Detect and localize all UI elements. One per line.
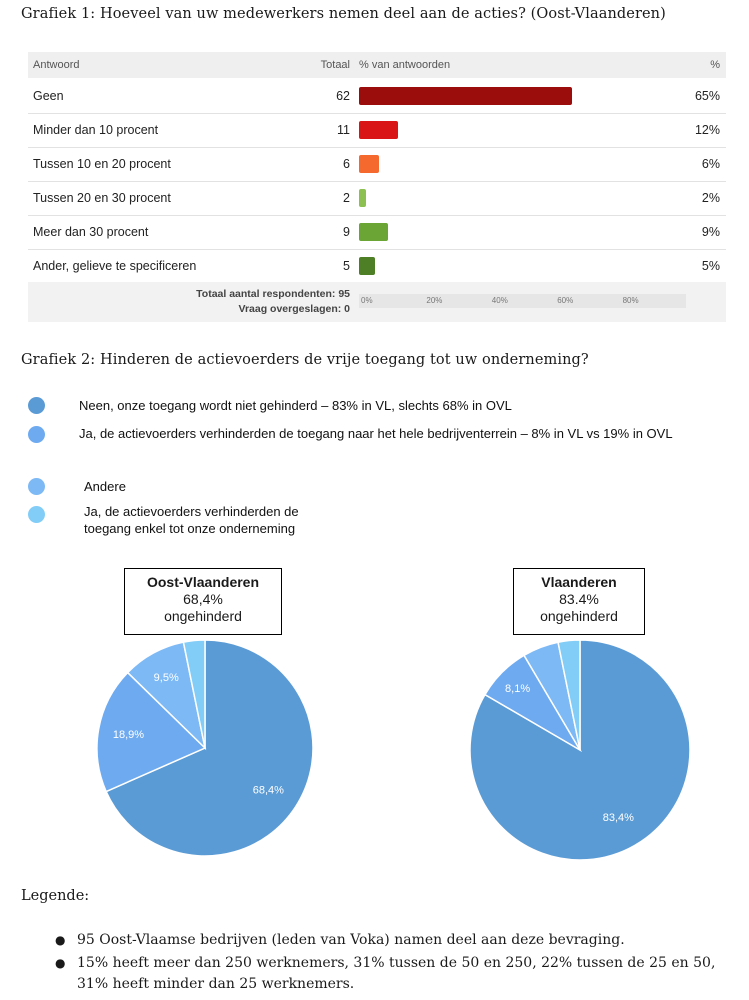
legende-title: Legende: (21, 888, 90, 904)
answer-percent: 5% (701, 259, 720, 273)
legend-label: Andere (84, 479, 126, 494)
vl-summary-title: Vlaanderen (541, 574, 617, 590)
answer-total: 9 (343, 225, 350, 239)
note-item: ● 95 Oost-Vlaamse bedrijven (leden van V… (55, 930, 727, 951)
answer-label: Meer dan 30 procent (33, 225, 149, 239)
table-row: Geen 62 65% (28, 80, 726, 114)
col-totaal: Totaal (320, 59, 350, 71)
table-row: Ander, gelieve te specificeren 5 5% (28, 250, 726, 284)
ovl-pie-slice (105, 639, 314, 857)
col-antwoord: Antwoord (33, 59, 80, 71)
answer-label: Geen (33, 89, 64, 103)
legend-label: Ja, de actievoerders verhinderden de toe… (79, 426, 673, 441)
bullet: ● (55, 933, 66, 947)
answer-bar (359, 189, 366, 207)
table-row: Meer dan 30 procent 9 9% (28, 216, 726, 250)
answer-percent: 65% (694, 89, 720, 103)
ovl-summary-text: ongehinderd (164, 608, 242, 624)
vl-slice-label: 8,1% (505, 683, 530, 695)
answer-label: Ander, gelieve te specificeren (33, 259, 197, 273)
answer-bar (359, 87, 572, 105)
answer-label: Minder dan 10 procent (33, 123, 159, 137)
vl-summary-value: 83.4% (559, 591, 599, 607)
col-percent-bar: % van antwoorden (359, 59, 451, 71)
answer-total: 2 (343, 191, 350, 205)
chart2-title: Grafiek 2: Hinderen de actievoerders de … (21, 352, 589, 368)
vl-slice-label: 83,4% (603, 812, 634, 824)
legend-label: Neen, onze toegang wordt niet gehinderd … (79, 398, 512, 413)
survey-table: Antwoord Totaal % van antwoorden % Geen 6… (28, 52, 726, 322)
legend-label: Ja, de actievoerders verhinderden de toe… (84, 504, 299, 536)
legend-dot (28, 426, 45, 443)
ovl-pie-slice (182, 639, 206, 749)
ovl-summary-box: Oost-Vlaanderen 68,4% ongehinderd (124, 568, 282, 635)
answer-bar (359, 223, 389, 241)
legend-dot (28, 506, 45, 523)
x-tick-label: 20% (426, 296, 443, 305)
answer-total: 5 (343, 259, 350, 273)
table-row: Tussen 10 en 20 procent 6 6% (28, 148, 726, 182)
answer-percent: 9% (701, 225, 720, 239)
total-respondents: Totaal aantal respondenten: 95 (196, 288, 350, 300)
ovl-slice-label: 9,5% (154, 672, 179, 684)
ovl-summary-title: Oost-Vlaanderen (146, 574, 260, 590)
vl-pie-slice (469, 639, 691, 861)
note-text: 15% heeft meer dan 250 werknemers, 31% t… (77, 955, 716, 992)
col-percent: % (710, 59, 720, 71)
ovl-pie-slice (96, 671, 207, 793)
answer-percent: 6% (701, 157, 720, 171)
legend-dot (28, 478, 45, 495)
vl-pie-slice (483, 654, 583, 753)
answer-label: Tussen 10 en 20 procent (33, 157, 171, 171)
skipped-count: Vraag overgeslagen: 0 (238, 303, 350, 315)
vl-pie-slice (522, 641, 581, 751)
answer-bar (359, 155, 379, 173)
x-axis: 0% 20% 40% 60% 80% (359, 294, 686, 308)
bullet: ● (55, 956, 66, 970)
answer-bar (359, 121, 399, 139)
answer-bar (359, 257, 376, 275)
ovl-slice-label: 68,4% (253, 784, 284, 796)
vl-summary-box: Vlaanderen 83.4% ongehinderd (513, 568, 645, 635)
x-tick-label: 80% (622, 296, 639, 305)
x-tick-label: 0% (361, 296, 373, 305)
answer-percent: 12% (694, 123, 720, 137)
ovl-pie-slice (126, 641, 207, 751)
x-tick-label: 60% (557, 296, 574, 305)
vl-summary-text: ongehinderd (540, 608, 618, 624)
answer-total: 11 (337, 123, 350, 137)
table-header: Antwoord Totaal % van antwoorden % (28, 52, 726, 78)
ovl-summary-value: 68,4% (183, 591, 223, 607)
answer-label: Tussen 20 en 30 procent (33, 191, 171, 205)
answer-total: 62 (336, 89, 350, 103)
answer-percent: 2% (701, 191, 720, 205)
answer-total: 6 (343, 157, 350, 171)
legend-dot (28, 397, 45, 414)
note-text: 95 Oost-Vlaamse bedrijven (leden van Vok… (77, 932, 625, 948)
table-footer: Totaal aantal respondenten: 95 Vraag ove… (28, 282, 726, 322)
vl-pie-slice (557, 639, 581, 751)
table-row: Tussen 20 en 30 procent 2 2% (28, 182, 726, 216)
chart1-title: Grafiek 1: Hoeveel van uw medewerkers ne… (21, 6, 666, 22)
ovl-slice-label: 18,9% (113, 729, 144, 741)
table-row: Minder dan 10 procent 11 12% (28, 114, 726, 148)
x-tick-label: 40% (491, 296, 508, 305)
note-item: ● 15% heeft meer dan 250 werknemers, 31%… (55, 953, 727, 995)
